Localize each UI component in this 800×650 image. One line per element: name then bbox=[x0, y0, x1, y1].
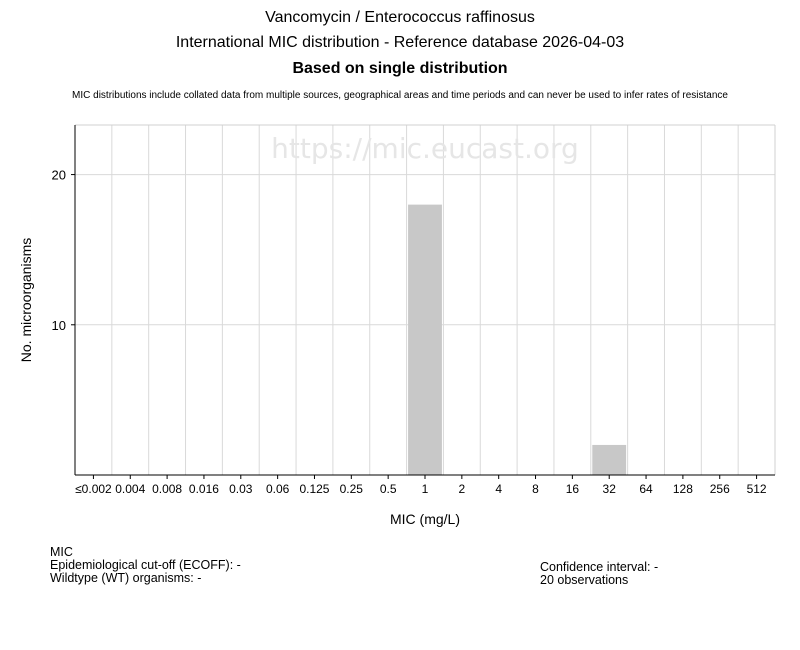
x-tick-label: 256 bbox=[710, 482, 730, 496]
x-tick-label: 0.004 bbox=[115, 482, 145, 496]
x-tick-label: 128 bbox=[673, 482, 693, 496]
info-left-panel: MIC Epidemiological cut-off (ECOFF): - W… bbox=[50, 546, 241, 585]
ecoff-text: Epidemiological cut-off (ECOFF): - bbox=[50, 558, 241, 572]
watermark-text: https://mic.eucast.org bbox=[271, 132, 579, 165]
x-tick-label: 0.06 bbox=[266, 482, 290, 496]
wt-text: Wildtype (WT) organisms: - bbox=[50, 571, 202, 585]
disclaimer-text: MIC distributions include collated data … bbox=[72, 90, 728, 101]
x-tick-label: 64 bbox=[639, 482, 653, 496]
x-tick-label: 0.008 bbox=[152, 482, 182, 496]
x-tick-label: 0.25 bbox=[340, 482, 364, 496]
y-tick-label: 20 bbox=[52, 168, 66, 183]
confidence-interval-text: Confidence interval: - bbox=[540, 560, 659, 574]
x-tick-label: 32 bbox=[603, 482, 617, 496]
mic-label: MIC bbox=[50, 545, 73, 559]
x-tick-label: 16 bbox=[566, 482, 580, 496]
x-axis-label: MIC (mg/L) bbox=[390, 511, 460, 527]
bar bbox=[408, 204, 442, 475]
observations-text: 20 observations bbox=[540, 573, 629, 587]
bar bbox=[592, 444, 627, 475]
chart-title: Vancomycin / Enterococcus raffinosus bbox=[265, 9, 535, 26]
x-tick-label: 2 bbox=[458, 482, 465, 496]
x-tick-label: 0.125 bbox=[299, 482, 329, 496]
info-right-panel: Confidence interval: - 20 observations bbox=[540, 561, 658, 587]
chart-subtitle-bold: Based on single distribution bbox=[292, 60, 508, 77]
x-tick-label: 4 bbox=[495, 482, 502, 496]
x-tick-label: 0.5 bbox=[380, 482, 397, 496]
x-tick-label: 0.016 bbox=[189, 482, 219, 496]
x-tick-label: ≤0.002 bbox=[75, 482, 112, 496]
x-tick-label: 1 bbox=[422, 482, 429, 496]
x-tick-label: 512 bbox=[747, 482, 767, 496]
x-tick-label: 0.03 bbox=[229, 482, 253, 496]
chart-subtitle: International MIC distribution - Referen… bbox=[175, 34, 625, 51]
y-axis-label: No. microorganisms bbox=[18, 238, 34, 362]
x-tick-label: 8 bbox=[532, 482, 539, 496]
mic-distribution-chart: https://mic.eucast.org 10 20 ≤0.002 0.004 0.0… bbox=[18, 124, 776, 527]
y-tick-label: 10 bbox=[52, 318, 66, 333]
